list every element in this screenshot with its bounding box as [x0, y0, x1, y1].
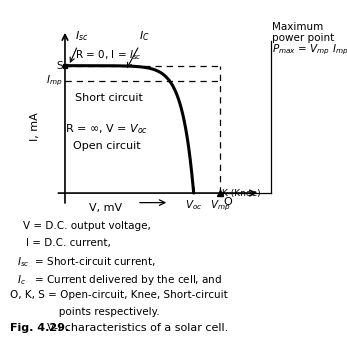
Text: $I_C$: $I_C$: [127, 29, 150, 67]
Text: O, K, S = Open-circuit, Knee, Short-circuit: O, K, S = Open-circuit, Knee, Short-circ…: [10, 290, 228, 300]
Text: O: O: [223, 197, 232, 207]
Text: Maximum: Maximum: [272, 22, 324, 32]
Text: $V_{oc}$: $V_{oc}$: [185, 198, 202, 212]
Text: I = D.C. current,: I = D.C. current,: [26, 238, 111, 248]
Text: $I_{sc}$: $I_{sc}$: [70, 29, 89, 62]
Text: S: S: [56, 61, 62, 71]
Text: V-I characteristics of a solar cell.: V-I characteristics of a solar cell.: [47, 323, 228, 333]
Text: $I_{sc}$  = Short-circuit current,: $I_{sc}$ = Short-circuit current,: [17, 256, 155, 269]
Text: K (Knee): K (Knee): [222, 189, 261, 198]
Text: $V_{mp}$: $V_{mp}$: [210, 198, 230, 213]
Text: power point: power point: [272, 33, 335, 43]
Text: I, mA: I, mA: [30, 113, 40, 141]
Text: Fig. 4.29.: Fig. 4.29.: [10, 323, 70, 333]
Text: Open circuit: Open circuit: [73, 141, 141, 151]
Text: $P_{max}$ = $V_{mp}$ $I_{mp}$: $P_{max}$ = $V_{mp}$ $I_{mp}$: [272, 43, 347, 57]
Text: V = D.C. output voltage,: V = D.C. output voltage,: [23, 221, 151, 231]
Text: R = $\infty$, V = $V_{oc}$: R = $\infty$, V = $V_{oc}$: [65, 122, 148, 136]
Text: R = 0, I = $I_{sc}$: R = 0, I = $I_{sc}$: [75, 48, 142, 62]
Text: V, mV: V, mV: [88, 203, 122, 213]
Text: $I_{mp}$: $I_{mp}$: [46, 74, 62, 88]
Text: Short circuit: Short circuit: [75, 93, 143, 103]
Text: $I_c$   = Current delivered by the cell, and: $I_c$ = Current delivered by the cell, a…: [17, 273, 222, 287]
Text: points respectively.: points respectively.: [10, 307, 160, 317]
